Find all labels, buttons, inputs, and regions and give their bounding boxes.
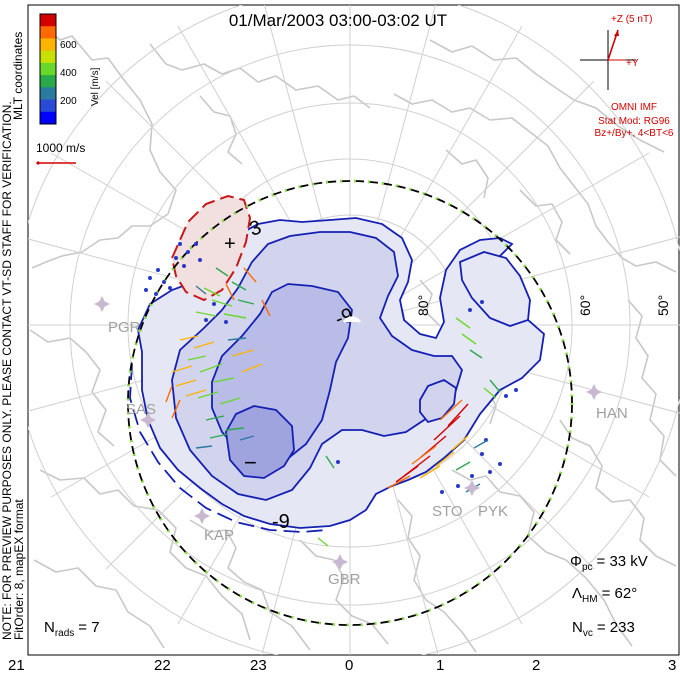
station-label-han: HAN xyxy=(596,405,628,422)
hm-latitude: ΛHM = 62° xyxy=(572,585,637,605)
colorbar-tick-600: 600 xyxy=(60,40,77,51)
colorbar-segment xyxy=(40,38,56,52)
stat-model-label: Stat Mod: RG96 xyxy=(598,116,670,127)
mlt-tick-3: 3 xyxy=(668,657,676,674)
fit-order-note: FitOrder: 8, mapEX format xyxy=(12,499,26,640)
colorbar-segment xyxy=(40,75,56,88)
pole-mark xyxy=(342,316,362,324)
potential-max-marker: + xyxy=(224,233,236,255)
potential-min-marker: − xyxy=(244,450,257,475)
colorbar-tick-200: 200 xyxy=(60,96,77,107)
reference-vector-label: 1000 m/s xyxy=(36,141,85,155)
radar-count: Nrads = 7 xyxy=(44,619,100,639)
potential-min-label-2: -9 xyxy=(272,511,290,533)
mlt-tick-22: 22 xyxy=(154,657,171,674)
station-label-gbr: GBR xyxy=(328,571,361,588)
imf-clock-dial xyxy=(580,29,636,90)
colorbar-tick-400: 400 xyxy=(60,68,77,79)
mlt-tick-21: 21 xyxy=(8,657,25,674)
velocity-color-bar xyxy=(39,13,57,125)
station-label-sas: SAS xyxy=(126,401,156,418)
mlt-tick-2: 2 xyxy=(532,657,540,674)
colorbar-outline xyxy=(39,13,57,125)
imf-y-label: +Y xyxy=(626,58,639,69)
vector-count: Nvc = 233 xyxy=(572,619,635,639)
colorbar-segment xyxy=(40,26,56,39)
colorbar-segment xyxy=(40,99,56,113)
mlt-tick-0: 0 xyxy=(345,657,353,674)
colorbar-segment xyxy=(40,62,56,76)
station-label-pgr: PGR xyxy=(108,319,141,336)
station-label-kap: KAP xyxy=(204,527,234,544)
lat-label-80: 80° xyxy=(415,295,431,316)
potential-contours xyxy=(129,194,545,533)
colorbar-segment xyxy=(40,111,56,125)
cross-polar-potential: Φpc = 33 kV xyxy=(570,553,648,573)
colorbar-unit-label: Vel [m/s] xyxy=(90,67,101,106)
mlt-axis: 21 22 23 0 1 2 3 xyxy=(8,657,676,674)
page-title: 01/Mar/2003 03:00-03:02 UT xyxy=(229,11,447,30)
coordinates-label: MLT coordinates xyxy=(11,32,25,120)
colorbar-segment xyxy=(40,50,56,64)
station-label-pyk: PYK xyxy=(478,503,508,520)
mlt-tick-23: 23 xyxy=(250,657,267,674)
imf-z-label: +Z (5 nT) xyxy=(611,14,652,25)
mlt-tick-1: 1 xyxy=(436,657,444,674)
lat-label-60: 60° xyxy=(577,295,593,316)
station-label-sto: STO xyxy=(432,503,463,520)
stat-model-params: Bz+/By+, 4<BT<6 xyxy=(595,128,674,139)
preview-note: NOTE: FOR PREVIEW PURPOSES ONLY. PLEASE … xyxy=(0,101,14,640)
colorbar-segment xyxy=(40,87,56,101)
colorbar-segment xyxy=(40,14,56,27)
station-markers xyxy=(94,296,602,570)
reference-vector xyxy=(36,161,76,165)
hm-boundary-dots xyxy=(126,179,574,627)
imf-source-label: OMNI IMF xyxy=(611,102,657,113)
lat-label-50: 50° xyxy=(655,295,671,316)
velocity-vectors xyxy=(144,242,518,547)
